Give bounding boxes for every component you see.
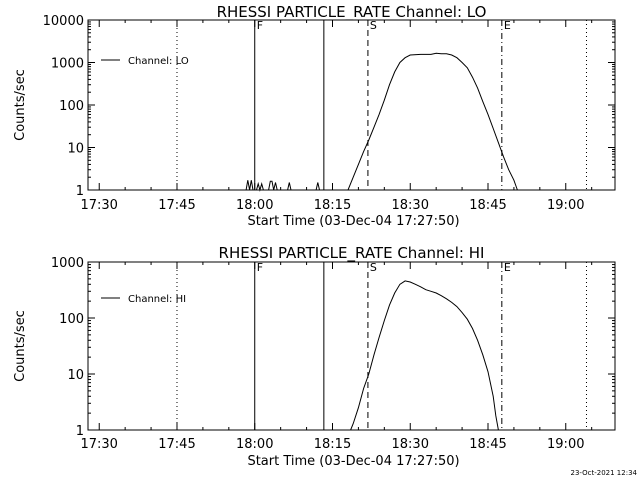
x-tick-label: 18:45	[469, 437, 506, 452]
x-tick-label: 17:30	[80, 437, 117, 452]
x-axis-label: Start Time (03-Dec-04 17:27:50)	[247, 454, 459, 469]
x-tick-label: 17:45	[158, 198, 195, 213]
plot-frame	[87, 261, 616, 431]
time-marker-label: F	[257, 19, 263, 32]
x-tick-label: 18:15	[314, 437, 351, 452]
y-tick-label: 1000	[51, 256, 84, 271]
time-marker-label: E	[504, 261, 511, 274]
x-axis-label: Start Time (03-Dec-04 17:27:50)	[247, 214, 459, 229]
y-tick-label: 100	[59, 99, 84, 114]
x-tick-label: 18:00	[236, 437, 273, 452]
y-axis-label: Counts/sec	[13, 310, 28, 382]
time-marker-label: S	[370, 261, 377, 274]
legend-entry: Channel: LO	[128, 56, 189, 67]
time-marker-label: E	[504, 19, 511, 32]
y-tick-label: 1	[76, 184, 84, 199]
time-marker-label: S	[370, 19, 377, 32]
series-line	[350, 280, 499, 431]
legend-entry: Channel: HI	[128, 294, 186, 305]
y-tick-label: 10000	[43, 14, 84, 29]
y-axis-label: Counts/sec	[13, 69, 28, 141]
x-tick-label: 18:45	[469, 198, 506, 213]
time-marker-label: F	[257, 261, 263, 274]
timestamp-label: 23-Oct-2021 12:34	[571, 469, 638, 477]
y-tick-label: 1	[76, 424, 84, 439]
x-tick-label: 18:30	[392, 437, 429, 452]
x-tick-label: 19:00	[547, 198, 584, 213]
x-tick-label: 18:15	[314, 198, 351, 213]
panel-lo: RHESSI PARTICLE_RATE Channel: LO 17:30 17:…	[13, 3, 616, 229]
x-tick-label: 18:00	[236, 198, 273, 213]
series-line	[245, 52, 518, 192]
y-tick-label: 10	[67, 142, 84, 157]
x-tick-label: 18:30	[392, 198, 429, 213]
chart-title: RHESSI PARTICLE_RATE Channel: LO	[217, 3, 487, 22]
x-tick-label: 17:45	[158, 437, 195, 452]
panel-hi: RHESSI PARTICLE_RATE Channel: HI 17:30 17:…	[13, 244, 616, 469]
x-tick-label: 19:00	[547, 437, 584, 452]
y-tick-label: 1000	[51, 57, 84, 72]
y-tick-label: 100	[59, 312, 84, 327]
x-tick-label: 17:30	[80, 198, 117, 213]
y-tick-label: 10	[67, 368, 84, 383]
plot-frame	[87, 19, 616, 191]
chart-title: RHESSI PARTICLE_RATE Channel: HI	[219, 244, 485, 263]
